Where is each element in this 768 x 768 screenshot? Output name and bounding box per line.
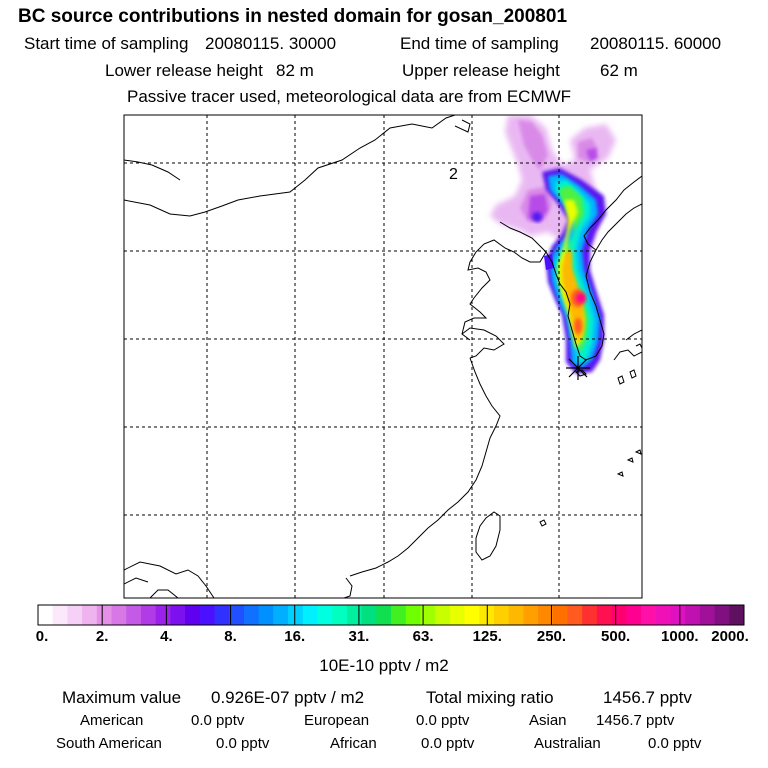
colorbar-swatch xyxy=(552,605,568,625)
colorbar-tick-label: 8. xyxy=(224,628,237,645)
region-american-value: 0.0 pptv xyxy=(191,712,245,729)
colorbar-tick-label: 31. xyxy=(348,628,370,645)
colorbar-swatch xyxy=(140,605,157,625)
lower-release-value: 82 m xyxy=(276,61,314,80)
max-value: 0.926E-07 pptv / m2 xyxy=(211,688,365,707)
colorbar-swatch xyxy=(243,605,260,625)
colorbar-swatch xyxy=(332,605,348,625)
region-african-name: African xyxy=(330,735,377,752)
colorbar-tick-label: 63. xyxy=(412,628,434,645)
colorbar-swatch xyxy=(38,605,54,625)
colorbar-tick-label: 16. xyxy=(284,628,306,645)
colorbar-swatch xyxy=(288,605,304,625)
region-australian-name: Australian xyxy=(534,735,601,752)
colorbar-swatch xyxy=(420,605,436,625)
lower-release-label: Lower release height xyxy=(105,61,263,80)
colorbar-swatch xyxy=(273,605,289,625)
colorbar-swatch xyxy=(52,605,68,625)
colorbar-swatch xyxy=(229,605,245,625)
colorbar-swatch xyxy=(376,605,392,625)
colorbar-swatch xyxy=(405,605,421,625)
colorbar-swatch xyxy=(317,605,333,625)
colorbar-swatch xyxy=(199,605,215,625)
region-label: 2 xyxy=(449,166,458,183)
colorbar-swatch xyxy=(111,605,127,625)
colorbar-tick-label: 1000. xyxy=(661,628,699,645)
colorbar-swatch xyxy=(96,605,113,625)
region-south-american-name: South American xyxy=(56,735,162,752)
colorbar-swatch xyxy=(538,605,554,625)
colorbar-swatch xyxy=(567,605,583,625)
start-time-label: Start time of sampling xyxy=(24,34,189,53)
colorbar-swatch xyxy=(670,605,686,625)
start-time-value: 20080115. 30000 xyxy=(205,34,337,53)
colorbar-units: 10E-10 pptv / m2 xyxy=(319,656,449,675)
colorbar-swatch xyxy=(523,605,539,625)
colorbar-swatch xyxy=(626,605,642,625)
colorbar-swatch xyxy=(126,605,142,625)
colorbar xyxy=(37,604,745,626)
colorbar-swatch xyxy=(714,605,730,625)
concentration-plume xyxy=(490,115,616,374)
colorbar-swatch xyxy=(214,605,230,625)
colorbar-swatch xyxy=(258,605,274,625)
region-european-value: 0.0 pptv xyxy=(416,712,470,729)
end-time-label: End time of sampling xyxy=(400,34,559,53)
colorbar-tick-label: 2000. xyxy=(711,628,749,645)
colorbar-swatch xyxy=(391,605,407,625)
colorbar-tick-label: 250. xyxy=(536,628,567,645)
colorbar-swatch xyxy=(655,605,671,625)
colorbar-swatch xyxy=(641,605,657,625)
figure-title: BC source contributions in nested domain… xyxy=(18,6,568,27)
upper-release-label: Upper release height xyxy=(402,61,560,80)
colorbar-swatch xyxy=(699,605,716,625)
colorbar-swatch xyxy=(582,605,598,625)
region-european-name: European xyxy=(304,712,370,729)
colorbar-swatch xyxy=(685,605,701,625)
region-african-value: 0.0 pptv xyxy=(421,735,475,752)
region-south-american-value: 0.0 pptv xyxy=(216,735,270,752)
lat-lon-grid xyxy=(124,115,642,598)
receptor-marker-icon xyxy=(566,356,590,380)
total-mixing-value: 1456.7 pptv xyxy=(603,688,692,707)
colorbar-tick-label: 125. xyxy=(472,628,502,645)
colorbar-swatch xyxy=(361,605,377,625)
colorbar-tick-label: 4. xyxy=(160,628,173,645)
colorbar-swatch xyxy=(508,605,524,625)
colorbar-swatch xyxy=(464,605,480,625)
colorbar-swatch xyxy=(729,605,745,625)
colorbar-swatch xyxy=(449,605,466,625)
upper-release-value: 62 m xyxy=(600,61,638,80)
region-american-name: American xyxy=(80,712,144,729)
colorbar-swatch xyxy=(155,605,171,625)
colorbar-swatch xyxy=(611,605,627,625)
colorbar-swatch xyxy=(67,605,83,625)
max-value-label: Maximum value xyxy=(62,688,182,707)
colorbar-swatch xyxy=(82,605,98,625)
colorbar-tick-label: 0. xyxy=(35,628,49,645)
colorbar-swatch xyxy=(170,605,186,625)
colorbar-tick-label: 2. xyxy=(95,628,109,645)
colorbar-swatch xyxy=(493,605,510,625)
colorbar-tick-label: 500. xyxy=(601,628,631,645)
colorbar-swatch xyxy=(596,605,613,625)
total-mixing-label: Total mixing ratio xyxy=(426,688,554,707)
colorbar-swatch xyxy=(185,605,201,625)
colorbar-frame xyxy=(37,604,745,626)
colorbar-swatch xyxy=(435,605,451,625)
map-frame xyxy=(123,114,643,599)
colorbar-swatch xyxy=(302,605,318,625)
end-time-value: 20080115. 60000 xyxy=(590,34,722,53)
tracer-note: Passive tracer used, meteorological data… xyxy=(127,87,572,106)
region-asian-value: 1456.7 pptv xyxy=(596,712,675,729)
colorbar-swatch xyxy=(346,605,363,625)
region-asian-name: Asian xyxy=(529,712,567,729)
coastlines xyxy=(124,115,642,598)
region-australian-value: 0.0 pptv xyxy=(648,735,702,752)
